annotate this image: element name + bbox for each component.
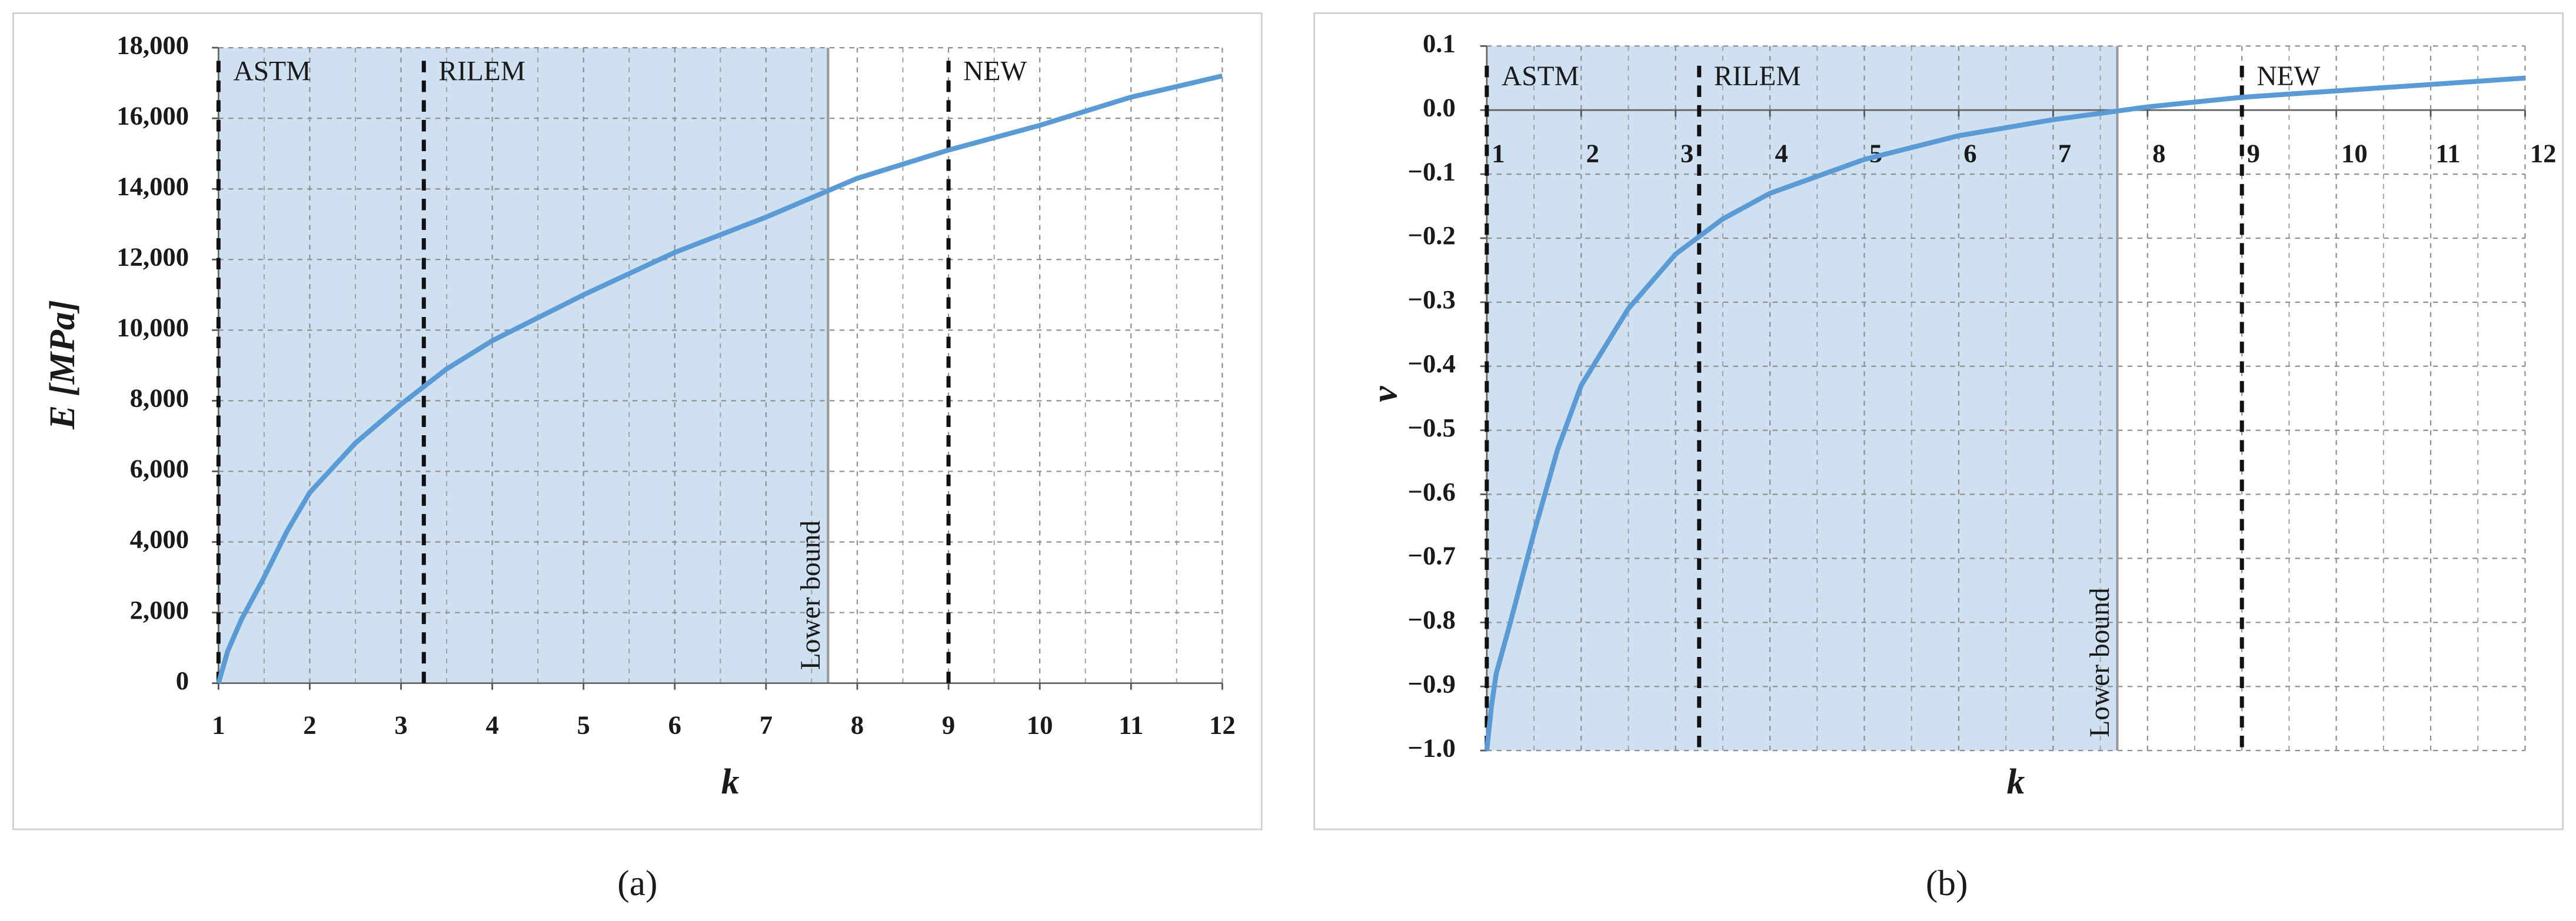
x-tick-label: 6	[668, 710, 681, 739]
x-tick-label: 10	[1027, 710, 1053, 739]
reference-label: NEW	[2257, 61, 2320, 92]
data-line	[216, 74, 1223, 684]
x-tick-label: 3	[394, 710, 407, 739]
reference-label: RILEM	[1714, 61, 1801, 92]
y-tick-label: 14,000	[117, 171, 189, 201]
y-tick-label: −0.5	[1408, 413, 1456, 442]
x-tick-label: 10	[2341, 139, 2368, 168]
x-tick-label: 11	[1119, 710, 1143, 739]
y-tick-label: 0.1	[1423, 29, 1456, 58]
y-tick-label: 2,000	[130, 595, 189, 625]
reference-label: RILEM	[438, 56, 525, 87]
x-tick-label: 1	[212, 710, 225, 739]
x-tick-label: 11	[2435, 139, 2460, 168]
x-tick-label: 9	[942, 710, 955, 739]
x-tick-label: 3	[1680, 139, 1693, 168]
x-tick-label: 8	[851, 710, 864, 739]
shaded-region	[1486, 46, 2118, 751]
x-tick-label: 4	[1775, 139, 1788, 168]
x-tick-label: 1	[1492, 139, 1505, 168]
y-tick-label: 0.0	[1423, 92, 1456, 122]
y-tick-label: 18,000	[117, 30, 189, 59]
y-tick-label: 6,000	[130, 454, 189, 483]
y-tick-label: 0	[176, 666, 189, 695]
lower-bound-label: Lower bound	[796, 520, 826, 670]
x-tick-label: 4	[485, 710, 498, 739]
y-tick-label: −0.1	[1408, 156, 1456, 186]
x-tick-label: 2	[303, 710, 316, 739]
x-axis-title: k	[2007, 762, 2025, 802]
x-tick-label: 12	[1209, 710, 1236, 739]
x-tick-label: 12	[2530, 139, 2557, 168]
y-axis-title: ν	[1364, 386, 1405, 402]
y-tick-label: 4,000	[130, 525, 189, 554]
y-tick-label: 12,000	[117, 242, 189, 272]
caption: (b)	[1926, 863, 1968, 903]
lower-bound-label: Lower bound	[2085, 588, 2115, 738]
y-tick-label: 8,000	[130, 383, 189, 413]
y-tick-label: −0.6	[1408, 477, 1456, 506]
shaded-region	[218, 48, 828, 683]
reference-label: NEW	[963, 56, 1027, 87]
y-tick-label: −0.3	[1408, 285, 1456, 314]
y-tick-label: −0.8	[1408, 605, 1456, 635]
y-tick-label: −1.0	[1408, 733, 1456, 762]
y-tick-label: −0.7	[1408, 541, 1456, 570]
x-tick-label: 6	[1963, 139, 1976, 168]
x-tick-label: 9	[2247, 139, 2260, 168]
y-tick-label: −0.9	[1408, 669, 1456, 698]
x-tick-label: 5	[577, 710, 590, 739]
x-tick-label: 5	[1869, 139, 1882, 168]
reference-label: ASTM	[1502, 61, 1579, 92]
y-tick-label: 10,000	[117, 313, 189, 342]
caption: (a)	[617, 863, 657, 903]
x-tick-label: 2	[1586, 139, 1599, 168]
reference-label: ASTM	[233, 56, 311, 87]
x-tick-label: 7	[2058, 139, 2071, 168]
y-axis-title: E [MPa]	[42, 300, 82, 430]
y-tick-label: −0.2	[1408, 221, 1456, 250]
x-tick-label: 8	[2152, 139, 2165, 168]
x-axis-title: k	[721, 762, 740, 802]
x-tick-label: 7	[760, 710, 773, 739]
y-tick-label: 16,000	[117, 101, 189, 130]
data-line	[1484, 75, 2525, 751]
y-tick-label: −0.4	[1408, 349, 1456, 378]
